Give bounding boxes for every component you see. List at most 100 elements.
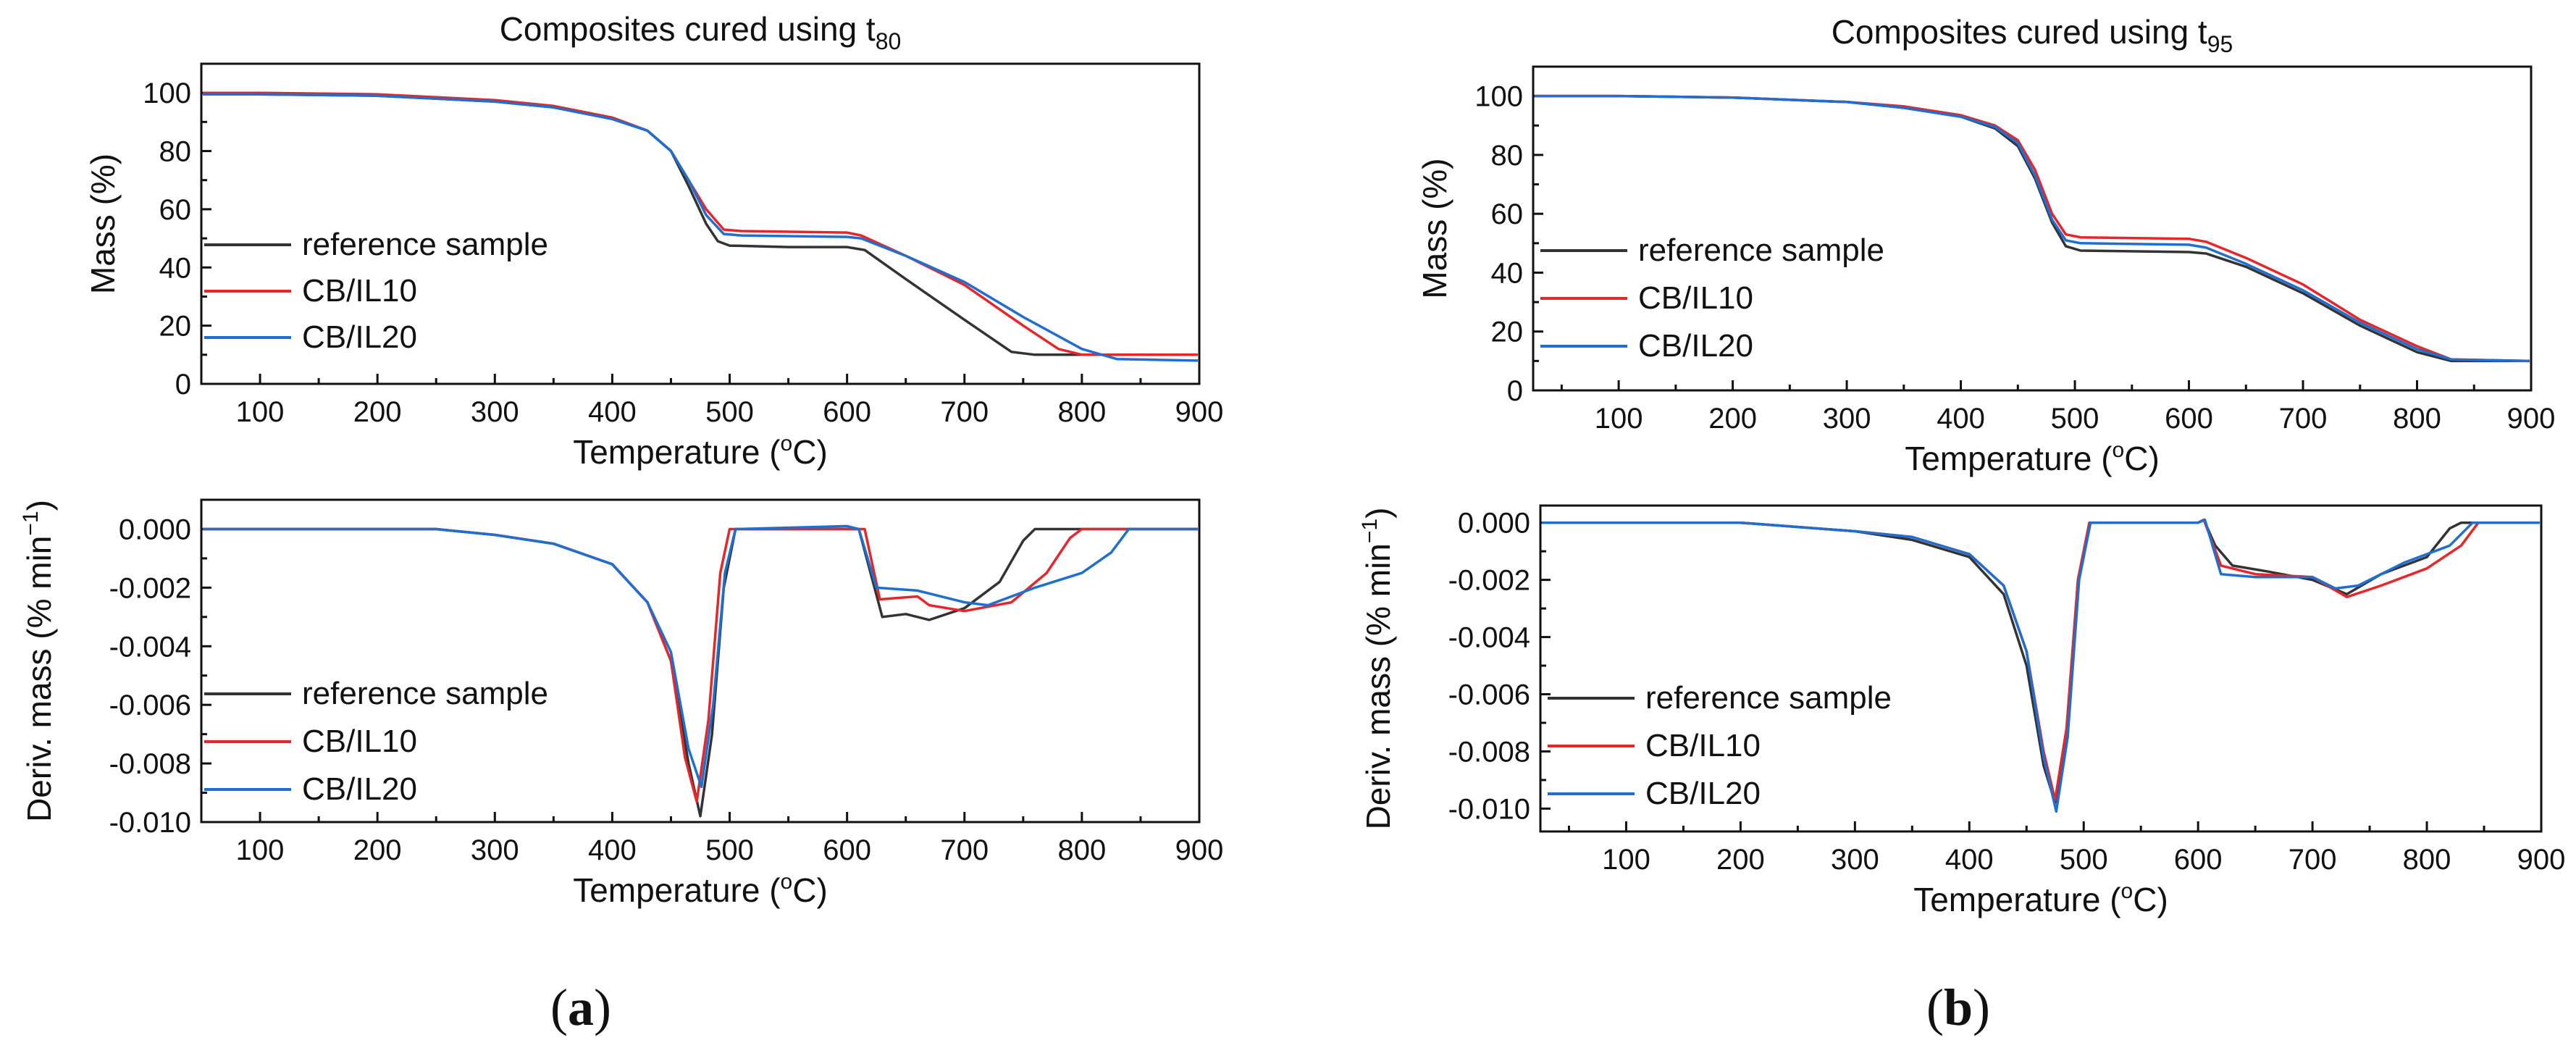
b-mass-x-axis-label: Temperature (oC)	[1905, 438, 2160, 477]
a-mass-x-tick-label: 100	[236, 396, 285, 428]
a-deriv-y-tick-label: -0.010	[109, 807, 191, 839]
b-deriv-x-tick-label: 400	[1945, 844, 1994, 876]
a-mass-y-tick-label: 80	[159, 136, 192, 168]
b-mass-series-reference-line	[1535, 94, 2530, 363]
a-mass-chart	[200, 62, 1201, 385]
b-deriv-legend-label-reference: reference sample	[1645, 680, 1892, 716]
a-mass-x-tick-label: 200	[353, 396, 402, 428]
b-mass-x-tick-label: 900	[2507, 403, 2556, 435]
a-deriv-y-axis-label: Deriv. mass (% min−1)	[19, 500, 58, 822]
b-deriv-x-axis-label: Temperature (oC)	[1913, 879, 2168, 918]
b-mass-plot-frame	[1532, 65, 2533, 392]
b-mass-legend-label-il10: CB/IL10	[1638, 280, 1753, 316]
a-mass-series-il10-line	[203, 91, 1198, 356]
b-mass-y-tick-label: 80	[1491, 140, 1524, 172]
a-deriv-series-il10-line	[203, 527, 1198, 803]
a-mass-x-tick-label: 400	[588, 396, 637, 428]
b-deriv-y-tick-label: -0.004	[1448, 622, 1530, 654]
b-mass-series-il10-line	[1535, 94, 2530, 363]
a-mass-x-tick-label: 300	[471, 396, 519, 428]
panel-label-a: (a)	[550, 979, 611, 1036]
a-mass-plot-frame	[200, 62, 1201, 385]
b-mass-chart-title: Composites cured using t95	[1832, 13, 2233, 57]
a-deriv-series-il20-line	[203, 524, 1198, 789]
a-deriv-x-tick-label: 100	[236, 834, 285, 866]
a-mass-y-axis-label: Mass (%)	[84, 154, 122, 294]
b-deriv-x-tick-label: 600	[2174, 844, 2223, 876]
a-deriv-x-tick-label: 400	[588, 834, 637, 866]
b-deriv-x-tick-label: 900	[2517, 844, 2566, 876]
b-deriv-legend-label-il10: CB/IL10	[1645, 728, 1761, 763]
a-deriv-y-tick-label: -0.004	[109, 631, 191, 663]
b-mass-y-tick-label: 20	[1491, 317, 1524, 348]
a-mass-x-tick-label: 500	[705, 396, 754, 428]
b-deriv-x-tick-label: 500	[2060, 844, 2108, 876]
b-deriv-series-il20-line	[1542, 518, 2540, 813]
b-deriv-plot-frame	[1539, 504, 2543, 833]
b-deriv-x-tick-label: 100	[1602, 844, 1650, 876]
b-mass-x-tick-label: 700	[2279, 403, 2328, 435]
a-mass-x-tick-label: 900	[1175, 396, 1224, 428]
a-deriv-y-tick-label: -0.006	[109, 690, 191, 721]
b-deriv-y-axis-label: Deriv. mass (% min−1)	[1358, 508, 1397, 830]
a-mass-chart-title: Composites cured using t80	[500, 10, 902, 54]
a-mass-y-tick-label: 40	[159, 252, 192, 284]
a-deriv-x-axis-label: Temperature (oC)	[573, 870, 828, 909]
b-mass-x-tick-label: 300	[1823, 403, 1871, 435]
a-deriv-legend-label-reference: reference sample	[302, 676, 548, 711]
a-mass-y-tick-label: 100	[143, 77, 191, 109]
a-mass-series-il20-line	[203, 93, 1198, 362]
a-deriv-x-tick-label: 600	[823, 834, 871, 866]
a-deriv-x-tick-label: 800	[1058, 834, 1107, 866]
b-deriv-y-tick-label: -0.008	[1448, 736, 1530, 768]
a-mass-x-tick-label: 600	[823, 396, 871, 428]
a-mass-legend-label-reference: reference sample	[302, 227, 548, 262]
a-mass-y-tick-label: 60	[159, 194, 192, 226]
b-deriv-chart	[1539, 504, 2543, 833]
b-deriv-legend-label-il20: CB/IL20	[1645, 776, 1761, 811]
b-mass-x-tick-label: 400	[1937, 403, 1985, 435]
a-mass-x-axis-label: Temperature (oC)	[573, 432, 828, 471]
b-mass-legend-label-reference: reference sample	[1638, 232, 1884, 268]
b-deriv-y-tick-label: -0.002	[1448, 565, 1530, 597]
b-mass-x-tick-label: 100	[1595, 403, 1643, 435]
a-mass-legend-label-il20: CB/IL20	[302, 319, 417, 355]
b-deriv-y-tick-label: -0.006	[1448, 679, 1530, 711]
b-mass-legend-label-il20: CB/IL20	[1638, 328, 1753, 364]
a-deriv-chart	[200, 498, 1201, 824]
a-deriv-x-tick-label: 700	[940, 834, 989, 866]
a-deriv-legend-label-il10: CB/IL10	[302, 724, 417, 759]
a-deriv-legend-label-il20: CB/IL20	[302, 771, 417, 807]
panel-label-b: (b)	[1926, 979, 1991, 1036]
b-mass-y-tick-label: 60	[1491, 198, 1524, 230]
b-mass-series-il20-line	[1535, 94, 2530, 363]
a-mass-x-tick-label: 700	[940, 396, 989, 428]
a-deriv-y-tick-label: -0.008	[109, 748, 191, 780]
b-mass-y-tick-label: 100	[1474, 81, 1523, 113]
b-mass-x-tick-label: 200	[1708, 403, 1757, 435]
a-mass-series-reference-line	[203, 93, 1198, 356]
b-deriv-x-tick-label: 300	[1831, 844, 1879, 876]
a-mass-y-tick-label: 0	[175, 369, 191, 401]
a-deriv-y-tick-label: 0.000	[119, 514, 191, 545]
a-mass-legend-label-il10: CB/IL10	[302, 273, 417, 309]
b-mass-chart	[1532, 65, 2533, 392]
a-deriv-x-tick-label: 500	[705, 834, 754, 866]
b-deriv-y-tick-label: -0.010	[1448, 793, 1530, 825]
a-mass-x-tick-label: 800	[1058, 396, 1107, 428]
a-deriv-x-tick-label: 300	[471, 834, 519, 866]
b-mass-x-tick-label: 600	[2165, 403, 2213, 435]
b-mass-x-tick-label: 500	[2051, 403, 2099, 435]
b-deriv-x-tick-label: 800	[2403, 844, 2451, 876]
b-mass-y-tick-label: 0	[1507, 375, 1523, 407]
a-mass-y-tick-label: 20	[159, 311, 192, 343]
a-deriv-x-tick-label: 200	[353, 834, 402, 866]
b-mass-x-tick-label: 800	[2393, 403, 2441, 435]
b-deriv-y-tick-label: 0.000	[1458, 508, 1530, 540]
a-deriv-x-tick-label: 900	[1175, 834, 1224, 866]
b-mass-y-tick-label: 40	[1491, 257, 1524, 289]
b-deriv-x-tick-label: 700	[2288, 844, 2337, 876]
a-deriv-y-tick-label: -0.002	[109, 572, 191, 604]
b-deriv-x-tick-label: 200	[1716, 844, 1765, 876]
